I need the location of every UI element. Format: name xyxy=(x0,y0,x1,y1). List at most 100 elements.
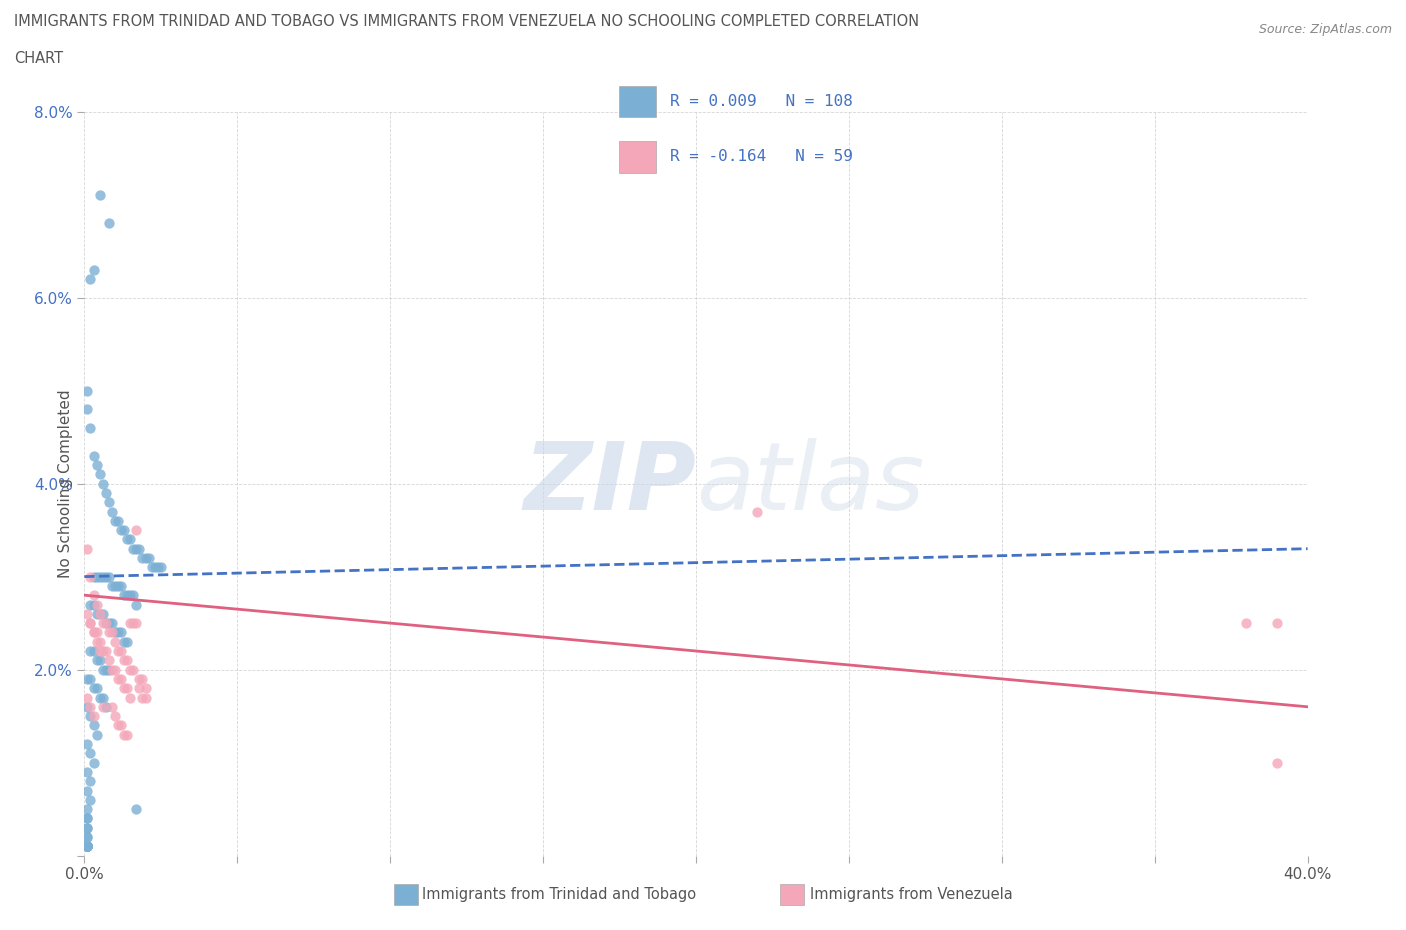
Bar xyxy=(619,141,655,173)
Point xyxy=(91,690,114,705)
Point xyxy=(146,560,169,575)
Point xyxy=(104,634,127,649)
Point xyxy=(79,792,101,807)
Point xyxy=(91,616,114,631)
Point xyxy=(125,802,148,817)
Point xyxy=(86,727,108,742)
Point xyxy=(76,690,98,705)
Point xyxy=(94,662,117,677)
Point xyxy=(83,448,105,463)
Point xyxy=(94,616,117,631)
Point xyxy=(149,560,172,575)
Point xyxy=(141,560,163,575)
Point xyxy=(76,820,98,835)
Point xyxy=(94,644,117,658)
Point xyxy=(112,634,135,649)
Text: IMMIGRANTS FROM TRINIDAD AND TOBAGO VS IMMIGRANTS FROM VENEZUELA NO SCHOOLING CO: IMMIGRANTS FROM TRINIDAD AND TOBAGO VS I… xyxy=(14,14,920,29)
Point xyxy=(79,597,101,612)
Point xyxy=(76,839,98,854)
Point xyxy=(89,653,111,668)
Point xyxy=(138,551,160,565)
Point xyxy=(120,588,142,603)
Text: Source: ZipAtlas.com: Source: ZipAtlas.com xyxy=(1258,23,1392,36)
Point xyxy=(83,709,105,724)
Point xyxy=(112,681,135,696)
Point xyxy=(115,653,138,668)
Point xyxy=(89,690,111,705)
Point xyxy=(101,625,124,640)
Point xyxy=(128,681,150,696)
Point xyxy=(76,671,98,686)
Point xyxy=(83,625,105,640)
Point xyxy=(122,541,145,556)
Point xyxy=(79,420,101,435)
Point xyxy=(83,755,105,770)
Point xyxy=(79,774,101,789)
Point xyxy=(83,588,105,603)
Point xyxy=(89,606,111,621)
Point xyxy=(97,653,120,668)
Point xyxy=(76,839,98,854)
Point xyxy=(79,616,101,631)
Point xyxy=(131,551,153,565)
Point xyxy=(89,644,111,658)
Point xyxy=(91,662,114,677)
Point xyxy=(89,569,111,584)
Point xyxy=(91,476,114,491)
Point xyxy=(91,569,114,584)
Point xyxy=(83,644,105,658)
Point xyxy=(104,578,127,593)
Point xyxy=(86,606,108,621)
Point xyxy=(76,839,98,854)
Point xyxy=(112,588,135,603)
Point xyxy=(83,569,105,584)
Point xyxy=(131,671,153,686)
Point xyxy=(94,616,117,631)
Point xyxy=(76,699,98,714)
Point xyxy=(76,839,98,854)
Point xyxy=(101,616,124,631)
Point xyxy=(125,541,148,556)
Point xyxy=(112,653,135,668)
Point xyxy=(107,718,129,733)
Point xyxy=(747,504,769,519)
Point xyxy=(115,727,138,742)
Point xyxy=(94,699,117,714)
Point xyxy=(104,513,127,528)
Point xyxy=(91,606,114,621)
Point xyxy=(76,737,98,751)
Point xyxy=(86,625,108,640)
Point xyxy=(76,839,98,854)
Point xyxy=(76,839,98,854)
Point xyxy=(131,690,153,705)
Point xyxy=(76,606,98,621)
Point xyxy=(86,458,108,472)
Point xyxy=(79,709,101,724)
Point xyxy=(89,467,111,482)
Point xyxy=(76,802,98,817)
Point xyxy=(115,634,138,649)
Text: atlas: atlas xyxy=(696,438,924,529)
Point xyxy=(115,532,138,547)
Point xyxy=(76,839,98,854)
Point xyxy=(76,839,98,854)
Point xyxy=(107,644,129,658)
Point xyxy=(104,709,127,724)
Point xyxy=(76,783,98,798)
Point xyxy=(76,764,98,779)
Point xyxy=(128,671,150,686)
Point xyxy=(107,671,129,686)
Point xyxy=(101,504,124,519)
Point xyxy=(76,839,98,854)
Point xyxy=(76,839,98,854)
Point xyxy=(83,262,105,277)
Point xyxy=(76,839,98,854)
Point xyxy=(120,690,142,705)
Point xyxy=(79,699,101,714)
Point xyxy=(112,523,135,538)
Point xyxy=(76,820,98,835)
Point xyxy=(122,616,145,631)
Point xyxy=(97,569,120,584)
Point xyxy=(120,662,142,677)
Point xyxy=(91,699,114,714)
